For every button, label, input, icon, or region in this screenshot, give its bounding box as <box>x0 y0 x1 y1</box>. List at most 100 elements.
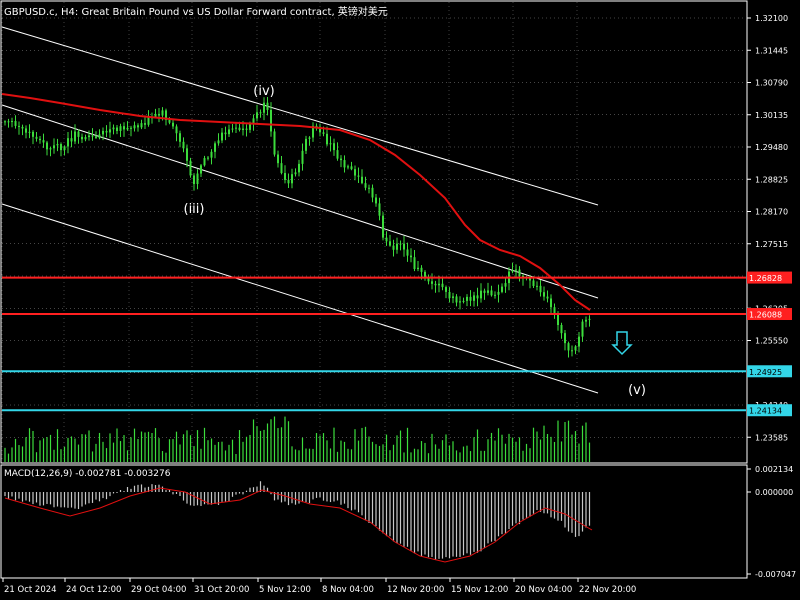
price-badge-label: 1.24925 <box>749 368 782 377</box>
time-scale[interactable]: 21 Oct 2024 24 Oct 12:00 29 Oct 04:00 31 Oc… <box>2 578 636 595</box>
candle-body <box>21 126 24 129</box>
price-tick-label: 1.30790 <box>755 79 788 88</box>
macd-signal-line <box>4 487 593 563</box>
candle-body <box>466 296 468 301</box>
candle-body <box>238 127 241 130</box>
candle-body <box>305 138 307 151</box>
candle-body <box>39 138 41 141</box>
candle-body <box>329 143 332 145</box>
candle-body <box>14 121 17 126</box>
candle-body <box>581 321 584 337</box>
price-badge <box>747 271 792 284</box>
candle-body <box>445 287 447 292</box>
candle-body <box>4 121 6 123</box>
candle-body <box>455 296 458 303</box>
candle-body <box>81 136 83 140</box>
candle-body <box>123 126 125 130</box>
candle-body <box>385 237 388 242</box>
channel-line <box>1 26 599 206</box>
candle-body <box>203 158 206 166</box>
candle-body <box>375 197 377 204</box>
candle-body <box>266 102 269 110</box>
price-badge-label: 1.26828 <box>749 274 782 283</box>
trend-channel <box>1 26 599 394</box>
candle-body <box>504 283 507 287</box>
price-tick-label: 1.23585 <box>755 433 788 442</box>
candle-body <box>116 127 118 131</box>
candle-body <box>154 113 157 118</box>
candle-body <box>427 277 430 282</box>
price-tick-label: 1.28170 <box>755 208 788 217</box>
candle-body <box>420 267 423 272</box>
candle-body <box>322 132 325 134</box>
candle-body <box>392 245 395 250</box>
candle-body <box>172 122 174 127</box>
candle-body <box>7 121 10 123</box>
candle-body <box>382 215 384 238</box>
candle-body <box>371 187 374 198</box>
candle-body <box>217 140 220 144</box>
candle-body <box>193 175 195 184</box>
candle-body <box>462 300 465 302</box>
candle-body <box>294 172 297 175</box>
candle-body <box>231 128 234 130</box>
candle-body <box>312 125 314 138</box>
candle-body <box>469 296 472 301</box>
volume-bars <box>4 416 591 462</box>
candle-body <box>137 125 139 128</box>
candle-body <box>200 165 202 174</box>
moving-average-line <box>1 93 591 311</box>
candle-body <box>112 127 115 130</box>
price-tick-label: 1.27515 <box>755 240 788 249</box>
candle-body <box>256 112 258 119</box>
candle-body <box>406 249 409 256</box>
candle-body <box>186 148 188 161</box>
down-arrow-icon <box>611 331 633 356</box>
time-tick-label: 21 Oct 2024 <box>4 585 57 595</box>
candle-body <box>515 269 517 271</box>
candle-body <box>133 125 136 129</box>
candle-body <box>189 160 192 176</box>
candle-body <box>91 135 94 137</box>
candle-body <box>434 283 437 286</box>
candle-body <box>49 148 52 150</box>
candle-body <box>228 129 230 135</box>
price-tick-label: 1.25550 <box>755 337 788 346</box>
candle-body <box>326 133 328 145</box>
candle-body <box>343 160 346 168</box>
candle-body <box>235 127 237 129</box>
macd-tick-label: 0.002134 <box>755 465 793 474</box>
horizontal-levels[interactable] <box>2 276 746 412</box>
candle-body <box>214 143 216 152</box>
candle-body <box>102 130 104 135</box>
candle-body <box>497 291 500 295</box>
candlesticks <box>4 96 591 358</box>
main-panel-border <box>0 0 748 464</box>
price-badge <box>747 365 792 378</box>
wave-label-v: (v) <box>628 383 646 398</box>
candle-body <box>284 173 286 180</box>
candle-body <box>301 150 304 164</box>
candle-body <box>252 118 255 123</box>
time-tick-label: 5 Nov 12:00 <box>259 585 311 595</box>
price-tick-label: 1.32100 <box>755 14 788 23</box>
candle-body <box>161 110 164 116</box>
candle-body <box>67 138 69 147</box>
wave-label-iv: (iv) <box>253 84 274 99</box>
candle-body <box>18 125 20 127</box>
candle-body <box>221 132 223 141</box>
candle-body <box>431 281 433 284</box>
candle-body <box>210 151 213 158</box>
candle-body <box>441 283 444 288</box>
candle-body <box>340 158 342 161</box>
candle-body <box>298 163 300 173</box>
candle-body <box>546 296 549 299</box>
candle-body <box>109 129 111 133</box>
candle-body <box>165 110 167 120</box>
price-scale[interactable]: 1.32100 1.31445 1.30790 1.30135 1.29480 1.288… <box>747 14 788 442</box>
candle-body <box>476 295 479 299</box>
wave-label-iii: (iii) <box>184 202 205 217</box>
candle-body <box>438 283 440 286</box>
